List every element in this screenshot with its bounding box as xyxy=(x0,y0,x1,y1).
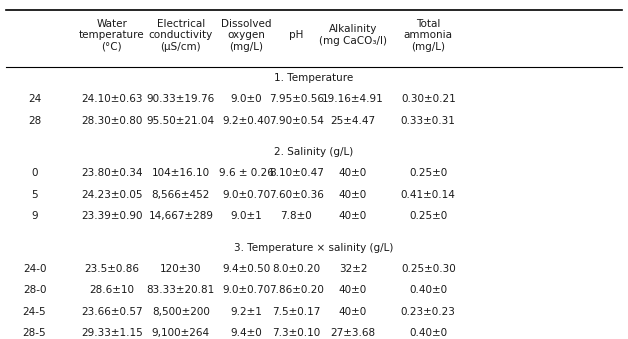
Text: 0.25±0.30: 0.25±0.30 xyxy=(401,264,456,274)
Text: 7.95±0.56: 7.95±0.56 xyxy=(269,94,324,104)
Text: 24.23±0.05: 24.23±0.05 xyxy=(81,190,143,200)
Text: 28-5: 28-5 xyxy=(23,328,46,338)
Text: 28.30±0.80: 28.30±0.80 xyxy=(81,116,143,125)
Text: 0: 0 xyxy=(31,168,38,178)
Text: 14,667±289: 14,667±289 xyxy=(148,211,214,221)
Text: 9.2±1: 9.2±1 xyxy=(230,307,262,317)
Text: 19.16±4.91: 19.16±4.91 xyxy=(322,94,384,104)
Text: 120±30: 120±30 xyxy=(160,264,202,274)
Text: 9.2±0.40: 9.2±0.40 xyxy=(222,116,270,125)
Text: 28: 28 xyxy=(28,116,41,125)
Text: Electrical
conductivity
(µS/cm): Electrical conductivity (µS/cm) xyxy=(149,19,213,52)
Text: 7.90±0.54: 7.90±0.54 xyxy=(269,116,324,125)
Text: 0.30±0.21: 0.30±0.21 xyxy=(401,94,456,104)
Text: Alkalinity
(mg CaCO₃/l): Alkalinity (mg CaCO₃/l) xyxy=(319,24,387,46)
Text: 7.86±0.20: 7.86±0.20 xyxy=(269,285,324,295)
Text: 9.4±0.50: 9.4±0.50 xyxy=(222,264,270,274)
Text: 1. Temperature: 1. Temperature xyxy=(274,73,354,83)
Text: Dissolved
oxygen
(mg/L): Dissolved oxygen (mg/L) xyxy=(221,19,271,52)
Text: 9.6 ± 0.26: 9.6 ± 0.26 xyxy=(219,168,274,178)
Text: 83.33±20.81: 83.33±20.81 xyxy=(147,285,215,295)
Text: 7.8±0: 7.8±0 xyxy=(281,211,312,221)
Text: 28-0: 28-0 xyxy=(23,285,46,295)
Text: 8,566±452: 8,566±452 xyxy=(152,190,210,200)
Text: 7.60±0.36: 7.60±0.36 xyxy=(269,190,324,200)
Text: 23.80±0.34: 23.80±0.34 xyxy=(81,168,143,178)
Text: 0.33±0.31: 0.33±0.31 xyxy=(401,116,456,125)
Text: 32±2: 32±2 xyxy=(338,264,367,274)
Text: 25±4.47: 25±4.47 xyxy=(330,116,376,125)
Text: 28.6±10: 28.6±10 xyxy=(89,285,134,295)
Text: 40±0: 40±0 xyxy=(339,211,367,221)
Text: 3. Temperature × salinity (g/L): 3. Temperature × salinity (g/L) xyxy=(234,243,394,253)
Text: 9.0±0.70: 9.0±0.70 xyxy=(222,190,270,200)
Text: 40±0: 40±0 xyxy=(339,285,367,295)
Text: 9.0±0: 9.0±0 xyxy=(230,94,262,104)
Text: 23.39±0.90: 23.39±0.90 xyxy=(81,211,143,221)
Text: 8.10±0.47: 8.10±0.47 xyxy=(269,168,324,178)
Text: Total
ammonia
(mg/L): Total ammonia (mg/L) xyxy=(404,19,453,52)
Text: 0.23±0.23: 0.23±0.23 xyxy=(401,307,456,317)
Text: 95.50±21.04: 95.50±21.04 xyxy=(147,116,215,125)
Text: pH: pH xyxy=(290,30,303,40)
Text: 8.0±0.20: 8.0±0.20 xyxy=(273,264,320,274)
Text: 24-0: 24-0 xyxy=(23,264,46,274)
Text: 24: 24 xyxy=(28,94,41,104)
Text: 24-5: 24-5 xyxy=(23,307,46,317)
Text: 0.41±0.14: 0.41±0.14 xyxy=(401,190,456,200)
Text: 9.0±0.70: 9.0±0.70 xyxy=(222,285,270,295)
Text: 90.33±19.76: 90.33±19.76 xyxy=(147,94,215,104)
Text: 29.33±1.15: 29.33±1.15 xyxy=(81,328,143,338)
Text: 0.25±0: 0.25±0 xyxy=(409,211,447,221)
Text: 0.25±0: 0.25±0 xyxy=(409,168,447,178)
Text: 0.40±0: 0.40±0 xyxy=(409,328,447,338)
Text: 2. Salinity (g/L): 2. Salinity (g/L) xyxy=(274,147,354,157)
Text: 7.3±0.10: 7.3±0.10 xyxy=(273,328,320,338)
Text: 0.40±0: 0.40±0 xyxy=(409,285,447,295)
Text: Water
temperature
(°C): Water temperature (°C) xyxy=(79,19,144,52)
Text: 40±0: 40±0 xyxy=(339,190,367,200)
Text: 9: 9 xyxy=(31,211,38,221)
Text: 23.5±0.86: 23.5±0.86 xyxy=(84,264,139,274)
Text: 9.4±0: 9.4±0 xyxy=(230,328,262,338)
Text: 40±0: 40±0 xyxy=(339,168,367,178)
Text: 8,500±200: 8,500±200 xyxy=(152,307,210,317)
Text: 9.0±1: 9.0±1 xyxy=(230,211,262,221)
Text: 104±16.10: 104±16.10 xyxy=(152,168,210,178)
Text: 9,100±264: 9,100±264 xyxy=(152,328,210,338)
Text: 24.10±0.63: 24.10±0.63 xyxy=(81,94,143,104)
Text: 40±0: 40±0 xyxy=(339,307,367,317)
Text: 23.66±0.57: 23.66±0.57 xyxy=(81,307,143,317)
Text: 27±3.68: 27±3.68 xyxy=(330,328,376,338)
Text: 7.5±0.17: 7.5±0.17 xyxy=(272,307,321,317)
Text: 5: 5 xyxy=(31,190,38,200)
